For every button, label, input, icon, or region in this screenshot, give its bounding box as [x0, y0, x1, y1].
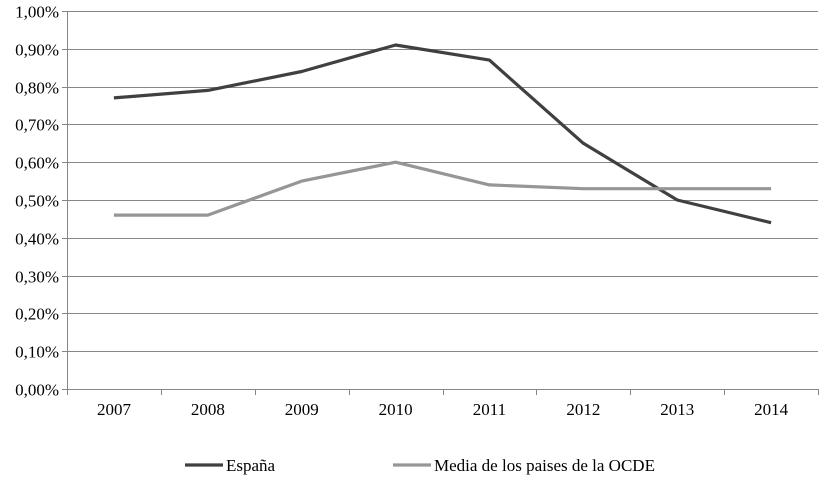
x-axis-tick-labels: 2007 2008 2009 2010 2011 2012 2013 2014: [97, 400, 789, 419]
series-line-0: [113, 43, 772, 225]
x-tick-label: 2014: [754, 400, 789, 419]
y-tick-label: 0,00%: [15, 381, 59, 400]
y-tick-label: 0,40%: [15, 230, 59, 249]
legend: España Media de los paises de la OCDE: [185, 456, 655, 475]
x-tick-label: 2012: [566, 400, 600, 419]
y-tick-label: 0,30%: [15, 268, 59, 287]
y-axis-tick-labels: 0,00% 0,10% 0,20% 0,30% 0,40% 0,50% 0,60% 0,70%…: [15, 3, 59, 400]
x-tick-label: 2007: [97, 400, 132, 419]
y-tick-label: 1,00%: [15, 3, 59, 22]
legend-label-1: Media de los paises de la OCDE: [434, 456, 655, 475]
axes: [62, 11, 819, 395]
gridlines: [67, 11, 818, 390]
x-tick-label: 2011: [473, 400, 506, 419]
x-tick-label: 2013: [660, 400, 694, 419]
y-tick-label: 0,90%: [15, 41, 59, 60]
x-tick-label: 2009: [285, 400, 319, 419]
series-lines: [113, 43, 772, 225]
y-tick-label: 0,80%: [15, 79, 59, 98]
y-tick-label: 0,20%: [15, 305, 59, 324]
y-tick-label: 0,60%: [15, 154, 59, 173]
x-tick-label: 2010: [379, 400, 413, 419]
y-tick-label: 0,70%: [15, 116, 59, 135]
y-tick-label: 0,10%: [15, 343, 59, 362]
legend-label-0: España: [226, 456, 276, 475]
x-tick-label: 2008: [191, 400, 225, 419]
series-line-1: [113, 160, 772, 217]
y-tick-label: 0,50%: [15, 192, 59, 211]
